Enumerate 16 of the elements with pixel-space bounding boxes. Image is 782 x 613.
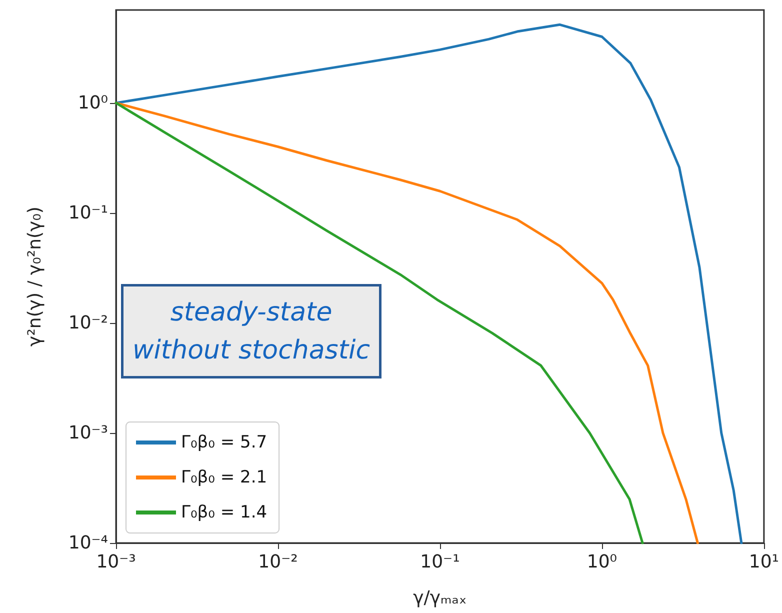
legend-label: Γ₀β₀ = 1.4 (181, 502, 268, 522)
x-tick-label: 10¹ (748, 552, 779, 572)
y-axis-title: γ²n(γ) / γ₀²n(γ₀) (24, 206, 46, 346)
x-tick-label: 10⁻¹ (420, 552, 460, 572)
legend-label: Γ₀β₀ = 5.7 (181, 432, 268, 452)
annotation: steady-state without stochastic (132, 297, 370, 366)
x-tick-label: 10⁰ (586, 552, 618, 572)
x-tick-label: 10⁻³ (96, 552, 136, 572)
legend-label: Γ₀β₀ = 2.1 (181, 468, 268, 488)
y-tick-label: 10⁰ (78, 92, 108, 114)
y-tick-label: 10⁻² (68, 312, 108, 334)
y-tick-label: 10⁻³ (68, 422, 108, 444)
x-axis-title: γ/γₘₐₓ (413, 588, 467, 608)
y-tick-label: 10⁻⁴ (68, 532, 108, 554)
x-tick-label: 10⁻² (258, 552, 298, 572)
y-tick-label: 10⁻¹ (68, 202, 108, 224)
